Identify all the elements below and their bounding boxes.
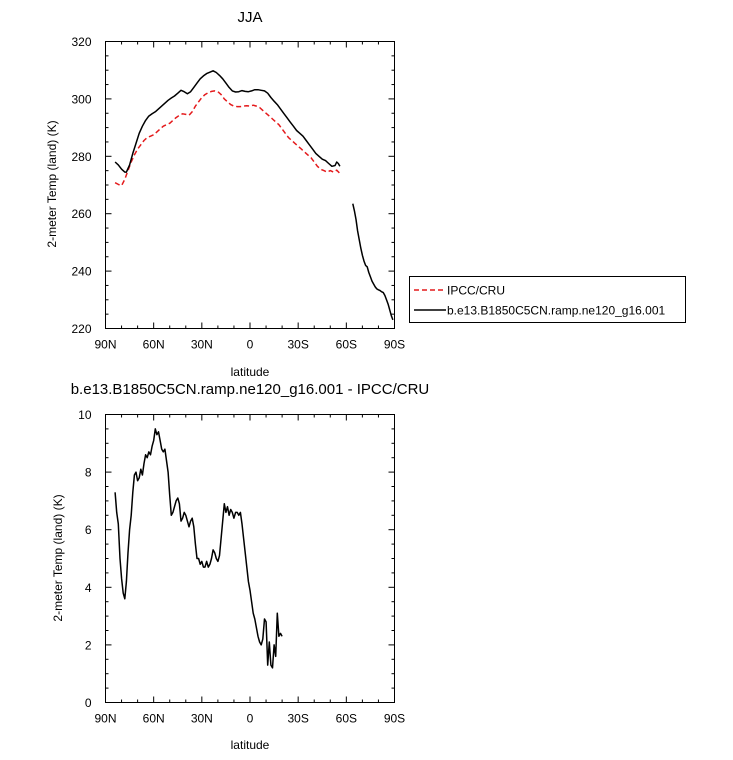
- bottom-chart-ylabel: 2-meter Temp (land) (K): [51, 494, 65, 621]
- top-chart-y-tick-label: 300: [71, 92, 91, 106]
- top-chart-y-tick-label: 280: [71, 150, 91, 164]
- top-chart-x-tick-label: 0: [247, 338, 254, 352]
- top-chart-series: [114, 70, 394, 321]
- top-chart-y-tick-label: 320: [71, 35, 91, 49]
- bottom-chart-x-tick-label: 90S: [384, 712, 405, 726]
- top-chart-y-tick-label: 240: [71, 265, 91, 279]
- bottom-chart-y-tick-label: 2: [85, 638, 92, 652]
- top-chart-x-ticks: 90N 60N 30N 0 30S 60S 90S: [94, 41, 405, 352]
- top-chart-y-tick-label: 220: [71, 322, 91, 336]
- bottom-chart-y-tick-label: 6: [85, 523, 92, 537]
- top-chart-y-ticks: 220 240 260 280 300 320: [71, 35, 395, 336]
- bottom-chart-x-tick-label: 90N: [94, 712, 116, 726]
- bottom-chart-y-tick-label: 10: [78, 408, 92, 422]
- bottom-chart-frame: [105, 414, 395, 703]
- top-chart-series-line-2-segment-2: [352, 203, 394, 321]
- top-chart-y-tick-label: 260: [71, 207, 91, 221]
- bottom-chart-title: b.e13.B1850C5CN.ramp.ne120_g16.001 - IPC…: [71, 381, 430, 398]
- top-chart-x-tick-label: 60N: [143, 338, 165, 352]
- top-chart-x-tick-label: 90N: [94, 338, 116, 352]
- top-chart-x-tick-label: 30S: [287, 338, 308, 352]
- bottom-chart: b.e13.B1850C5CN.ramp.ne120_g16.001 - IPC…: [51, 381, 429, 752]
- bottom-chart-y-ticks: 0 2 4 6 8 10: [78, 408, 395, 710]
- bottom-chart-y-tick-label: 8: [85, 466, 92, 480]
- top-chart-x-tick-label: 90S: [384, 338, 405, 352]
- bottom-chart-x-tick-label: 30S: [287, 712, 308, 726]
- top-chart-x-tick-label: 30N: [191, 338, 213, 352]
- bottom-chart-x-tick-label: 60S: [336, 712, 357, 726]
- top-chart-title: JJA: [237, 9, 262, 26]
- bottom-chart-x-tick-label: 60N: [143, 712, 165, 726]
- bottom-chart-x-ticks: 90N 60N 30N 0 30S 60S 90S: [94, 414, 405, 726]
- legend-label-ipcc-cru: IPCC/CRU: [447, 284, 505, 298]
- top-chart-series-line-1: [114, 90, 341, 187]
- top-chart-series-line-2-segment-1: [114, 70, 341, 173]
- top-chart-x-tick-label: 60S: [336, 338, 357, 352]
- top-chart-frame: [105, 41, 395, 329]
- bottom-chart-y-tick-label: 0: [85, 696, 92, 710]
- bottom-chart-y-tick-label: 4: [85, 581, 92, 595]
- top-chart: JJA 2-meter Temp (land) (K) latitude 220…: [45, 9, 686, 379]
- bottom-chart-series-line-1: [114, 428, 283, 669]
- top-chart-ylabel: 2-meter Temp (land) (K): [45, 120, 59, 247]
- legend-box: [409, 276, 686, 323]
- bottom-chart-x-tick-label: 30N: [191, 712, 213, 726]
- legend-label-model: b.e13.B1850C5CN.ramp.ne120_g16.001: [447, 304, 665, 318]
- bottom-chart-xlabel: latitude: [231, 738, 270, 752]
- bottom-chart-x-tick-label: 0: [247, 712, 254, 726]
- bottom-chart-series: [114, 428, 283, 669]
- top-chart-xlabel: latitude: [231, 365, 270, 379]
- top-chart-legend: IPCC/CRU b.e13.B1850C5CN.ramp.ne120_g16.…: [409, 276, 686, 323]
